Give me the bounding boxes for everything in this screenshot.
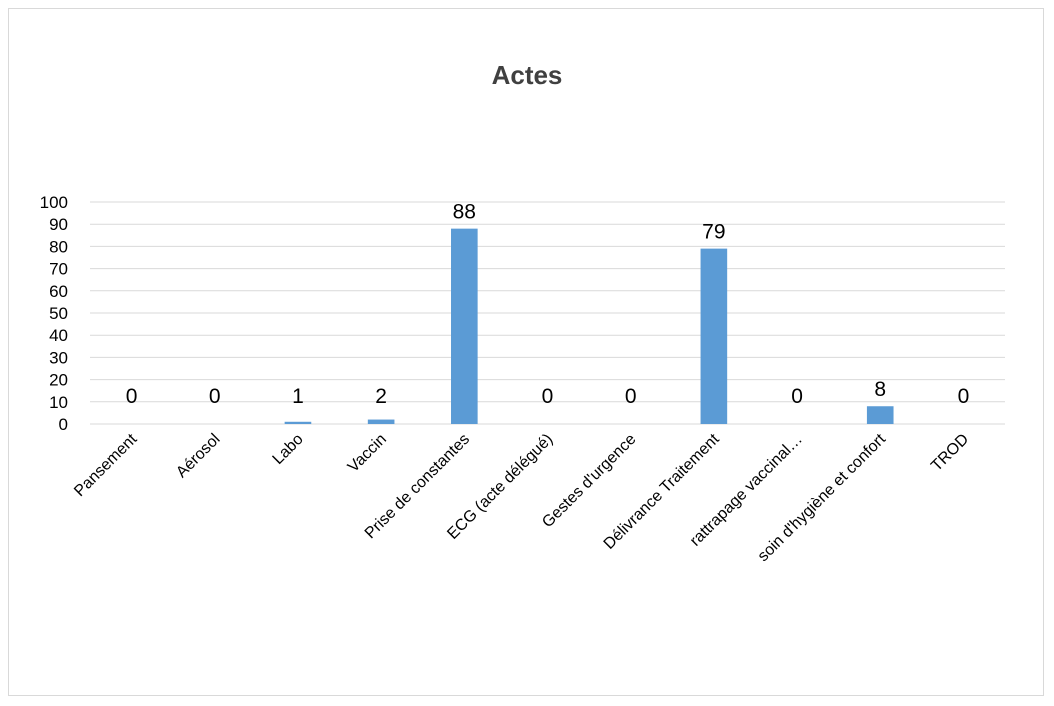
x-tick-label: Vaccin [345, 431, 390, 476]
y-tick-label: 80 [49, 237, 68, 256]
data-label: 0 [625, 385, 637, 408]
y-tick-label: 90 [49, 215, 68, 234]
bar [700, 248, 728, 424]
data-label: 88 [453, 201, 476, 224]
bar [451, 228, 478, 424]
bar [866, 406, 894, 424]
x-tick-label: Labo [270, 431, 307, 468]
y-tick-label: 10 [49, 393, 68, 412]
data-label: 2 [375, 385, 387, 408]
x-tick-label: Pansement [71, 430, 141, 500]
y-tick-label: 40 [49, 326, 68, 345]
data-label: 1 [292, 385, 304, 408]
y-tick-label: 20 [49, 371, 68, 390]
chart-area [8, 8, 1044, 696]
data-label: 8 [874, 378, 886, 401]
data-label: 0 [209, 385, 221, 408]
x-tick-label: Aérosol [173, 431, 223, 481]
y-tick-label: 30 [49, 348, 68, 367]
y-axis-ticks: 0 10 20 30 40 50 60 70 80 90 100 [40, 193, 68, 434]
data-labels: 0 0 1 2 88 0 0 79 0 8 0 [126, 201, 970, 408]
chart-title: Actes [492, 60, 563, 90]
data-label: 79 [702, 221, 725, 244]
y-tick-label: 100 [40, 193, 68, 212]
y-tick-label: 70 [49, 260, 68, 279]
y-tick-label: 0 [59, 415, 68, 434]
data-label: 0 [958, 385, 970, 408]
y-tick-label: 50 [49, 304, 68, 323]
bars [284, 228, 894, 424]
data-label: 0 [126, 385, 138, 408]
y-tick-label: 60 [49, 282, 68, 301]
data-label: 0 [542, 385, 554, 408]
data-label: 0 [791, 385, 803, 408]
bar [284, 421, 312, 424]
gridlines [90, 201, 1005, 425]
x-tick-label: TROD [928, 431, 972, 475]
bar [367, 419, 395, 424]
